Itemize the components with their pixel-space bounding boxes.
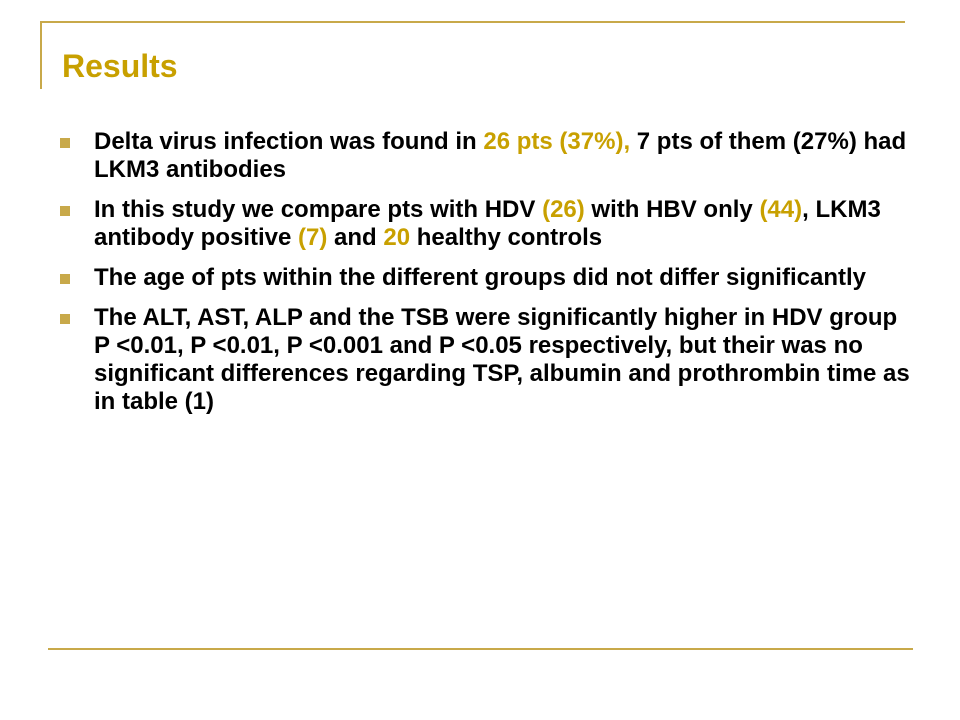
bullet-item: In this study we compare pts with HDV (2… — [60, 196, 910, 252]
bullet-item: The age of pts within the different grou… — [60, 264, 910, 292]
bullet-item: The ALT, AST, ALP and the TSB were signi… — [60, 304, 910, 416]
top-rule — [40, 21, 905, 23]
bullet-text: The age of pts within the different grou… — [94, 264, 866, 291]
bullet-text: The ALT, AST, ALP and the TSB were signi… — [94, 304, 910, 415]
square-bullet-icon — [60, 206, 70, 216]
left-rule — [40, 21, 42, 89]
square-bullet-icon — [60, 138, 70, 148]
bullet-list: Delta virus infection was found in 26 pt… — [60, 128, 910, 428]
square-bullet-icon — [60, 314, 70, 324]
bullet-text: In this study we compare pts with HDV (2… — [94, 196, 881, 251]
bottom-rule — [48, 648, 913, 650]
bullet-text: Delta virus infection was found in 26 pt… — [94, 128, 907, 183]
square-bullet-icon — [60, 274, 70, 284]
slide-title: Results — [62, 48, 178, 84]
bullet-item: Delta virus infection was found in 26 pt… — [60, 128, 910, 184]
